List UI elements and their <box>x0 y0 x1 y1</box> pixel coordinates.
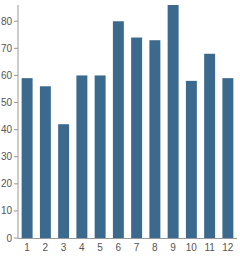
x-tick-label: 5 <box>97 242 103 253</box>
x-axis <box>18 238 237 239</box>
y-tick <box>14 238 18 239</box>
y-axis <box>18 5 19 238</box>
y-tick-label: 70 <box>1 43 13 54</box>
x-tick-label: 8 <box>152 242 158 253</box>
bar <box>168 5 179 238</box>
y-tick-label: 50 <box>1 97 13 108</box>
x-tick-label: 1 <box>24 242 30 253</box>
y-tick <box>14 21 18 22</box>
bar <box>95 75 106 238</box>
y-tick <box>14 156 18 157</box>
x-tick-label: 9 <box>170 242 176 253</box>
y-tick-label: 40 <box>1 124 13 135</box>
y-tick-label: 30 <box>1 151 13 162</box>
y-tick-label: 20 <box>1 178 13 189</box>
x-tick-label: 4 <box>79 242 85 253</box>
bar <box>76 75 87 238</box>
chart-svg: 01020304050607080123456789101112 <box>0 0 240 258</box>
y-tick <box>14 48 18 49</box>
chart-root: 01020304050607080123456789101112 <box>0 0 240 258</box>
y-tick-label: 80 <box>1 16 13 27</box>
bar <box>149 40 160 238</box>
bar <box>40 86 51 238</box>
x-tick-label: 11 <box>204 242 215 253</box>
x-tick-label: 2 <box>43 242 49 253</box>
y-tick-label: 0 <box>6 233 12 244</box>
y-tick <box>14 102 18 103</box>
x-tick-label: 7 <box>134 242 140 253</box>
bar <box>58 124 69 238</box>
bar <box>204 54 215 238</box>
y-tick-label: 10 <box>1 205 13 216</box>
bar <box>113 21 124 238</box>
bars <box>22 5 234 238</box>
y-tick <box>14 75 18 76</box>
x-tick-label: 3 <box>61 242 67 253</box>
y-tick-label: 60 <box>1 70 13 81</box>
bar <box>22 78 33 238</box>
bar <box>131 38 142 238</box>
y-tick <box>14 210 18 211</box>
x-tick-label: 10 <box>186 242 198 253</box>
x-tick-label: 12 <box>222 242 234 253</box>
y-tick <box>14 129 18 130</box>
bar <box>222 78 233 238</box>
y-tick <box>14 183 18 184</box>
x-tick-label: 6 <box>116 242 122 253</box>
bar <box>186 81 197 238</box>
